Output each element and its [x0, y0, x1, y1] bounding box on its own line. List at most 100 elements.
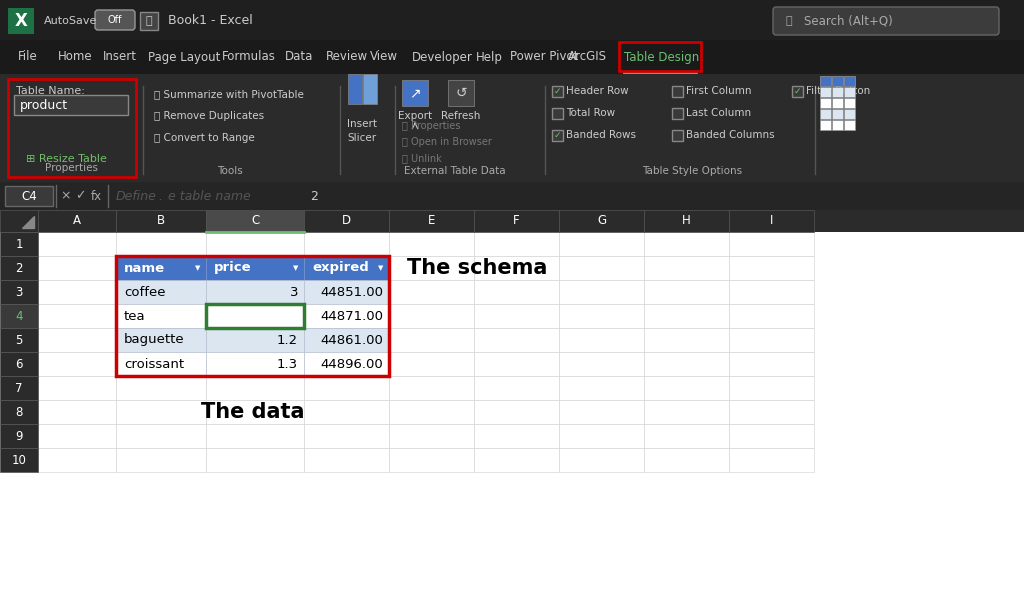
Text: fx: fx: [90, 190, 101, 203]
Bar: [140, 12, 158, 30]
Bar: [38, 256, 116, 280]
Bar: [644, 400, 729, 424]
Bar: [206, 400, 304, 424]
Text: Help: Help: [476, 51, 503, 63]
Bar: [831, 98, 843, 108]
Bar: [116, 352, 206, 376]
Text: A: A: [73, 214, 81, 227]
Bar: [362, 74, 377, 104]
Text: e table name: e table name: [168, 190, 251, 203]
Bar: [304, 280, 389, 304]
Text: 4: 4: [15, 309, 23, 323]
Bar: [304, 210, 389, 232]
Text: coffee: coffee: [124, 285, 166, 299]
Bar: [389, 376, 474, 400]
Bar: [38, 210, 116, 232]
Bar: [116, 304, 206, 328]
Bar: [304, 280, 389, 304]
Text: Last Column: Last Column: [686, 108, 752, 118]
Text: Tools: Tools: [217, 166, 243, 176]
Text: Properties: Properties: [45, 163, 98, 173]
Bar: [38, 304, 116, 328]
Bar: [820, 120, 831, 130]
Bar: [0, 232, 38, 256]
Bar: [206, 304, 304, 328]
Bar: [0, 304, 38, 328]
Text: 9: 9: [15, 429, 23, 442]
Bar: [206, 328, 304, 352]
Text: ▼: ▼: [293, 265, 299, 271]
Text: Refresh: Refresh: [441, 111, 480, 121]
Bar: [116, 232, 206, 256]
Bar: [729, 232, 814, 256]
Bar: [206, 256, 304, 280]
Bar: [389, 280, 474, 304]
Text: 44851.00: 44851.00: [319, 285, 383, 299]
Text: tea: tea: [124, 309, 145, 323]
Bar: [389, 448, 474, 472]
Text: E: E: [428, 214, 435, 227]
Bar: [559, 256, 644, 280]
Bar: [389, 352, 474, 376]
Bar: [672, 108, 683, 119]
Bar: [559, 304, 644, 328]
Bar: [116, 328, 206, 352]
Bar: [844, 98, 855, 108]
Text: D: D: [342, 214, 351, 227]
Bar: [729, 376, 814, 400]
Bar: [116, 280, 206, 304]
Bar: [402, 80, 428, 106]
Text: 2: 2: [15, 262, 23, 275]
Bar: [552, 130, 563, 141]
Bar: [116, 424, 206, 448]
Bar: [0, 448, 38, 472]
Bar: [116, 256, 389, 376]
Text: H: H: [682, 214, 691, 227]
Text: Table Style Options: Table Style Options: [642, 166, 742, 176]
Bar: [38, 448, 116, 472]
Text: Book1 - Excel: Book1 - Excel: [168, 15, 253, 28]
Bar: [304, 376, 389, 400]
Bar: [559, 448, 644, 472]
Text: ✓: ✓: [794, 87, 801, 96]
Bar: [38, 280, 116, 304]
Bar: [389, 400, 474, 424]
Text: 📋 Convert to Range: 📋 Convert to Range: [154, 133, 255, 143]
Bar: [729, 256, 814, 280]
Polygon shape: [22, 216, 34, 228]
Bar: [304, 352, 389, 376]
Text: Home: Home: [58, 51, 92, 63]
Bar: [116, 280, 206, 304]
Text: 💾: 💾: [145, 16, 153, 26]
Bar: [116, 400, 206, 424]
Bar: [474, 352, 559, 376]
Text: ↺: ↺: [456, 86, 467, 100]
Bar: [474, 256, 559, 280]
Text: product: product: [20, 99, 69, 111]
Bar: [389, 304, 474, 328]
Bar: [304, 232, 389, 256]
Bar: [38, 328, 116, 352]
Text: ▼: ▼: [378, 265, 384, 271]
Text: X: X: [14, 12, 28, 30]
Bar: [304, 256, 389, 280]
Bar: [304, 328, 389, 352]
Text: Table Name:: Table Name:: [16, 86, 85, 96]
Text: 8: 8: [15, 405, 23, 418]
Bar: [729, 448, 814, 472]
Text: ↗: ↗: [410, 86, 421, 100]
Text: croissant: croissant: [124, 357, 184, 370]
Bar: [206, 304, 304, 328]
Bar: [206, 256, 304, 280]
Bar: [389, 424, 474, 448]
Bar: [304, 304, 389, 328]
Bar: [116, 210, 206, 232]
Text: 6: 6: [15, 357, 23, 370]
Text: Header Row: Header Row: [566, 86, 629, 97]
Bar: [0, 328, 38, 352]
Bar: [38, 376, 116, 400]
Bar: [729, 210, 814, 232]
Bar: [0, 182, 1024, 210]
FancyBboxPatch shape: [773, 7, 999, 35]
Text: baguette: baguette: [124, 333, 184, 346]
